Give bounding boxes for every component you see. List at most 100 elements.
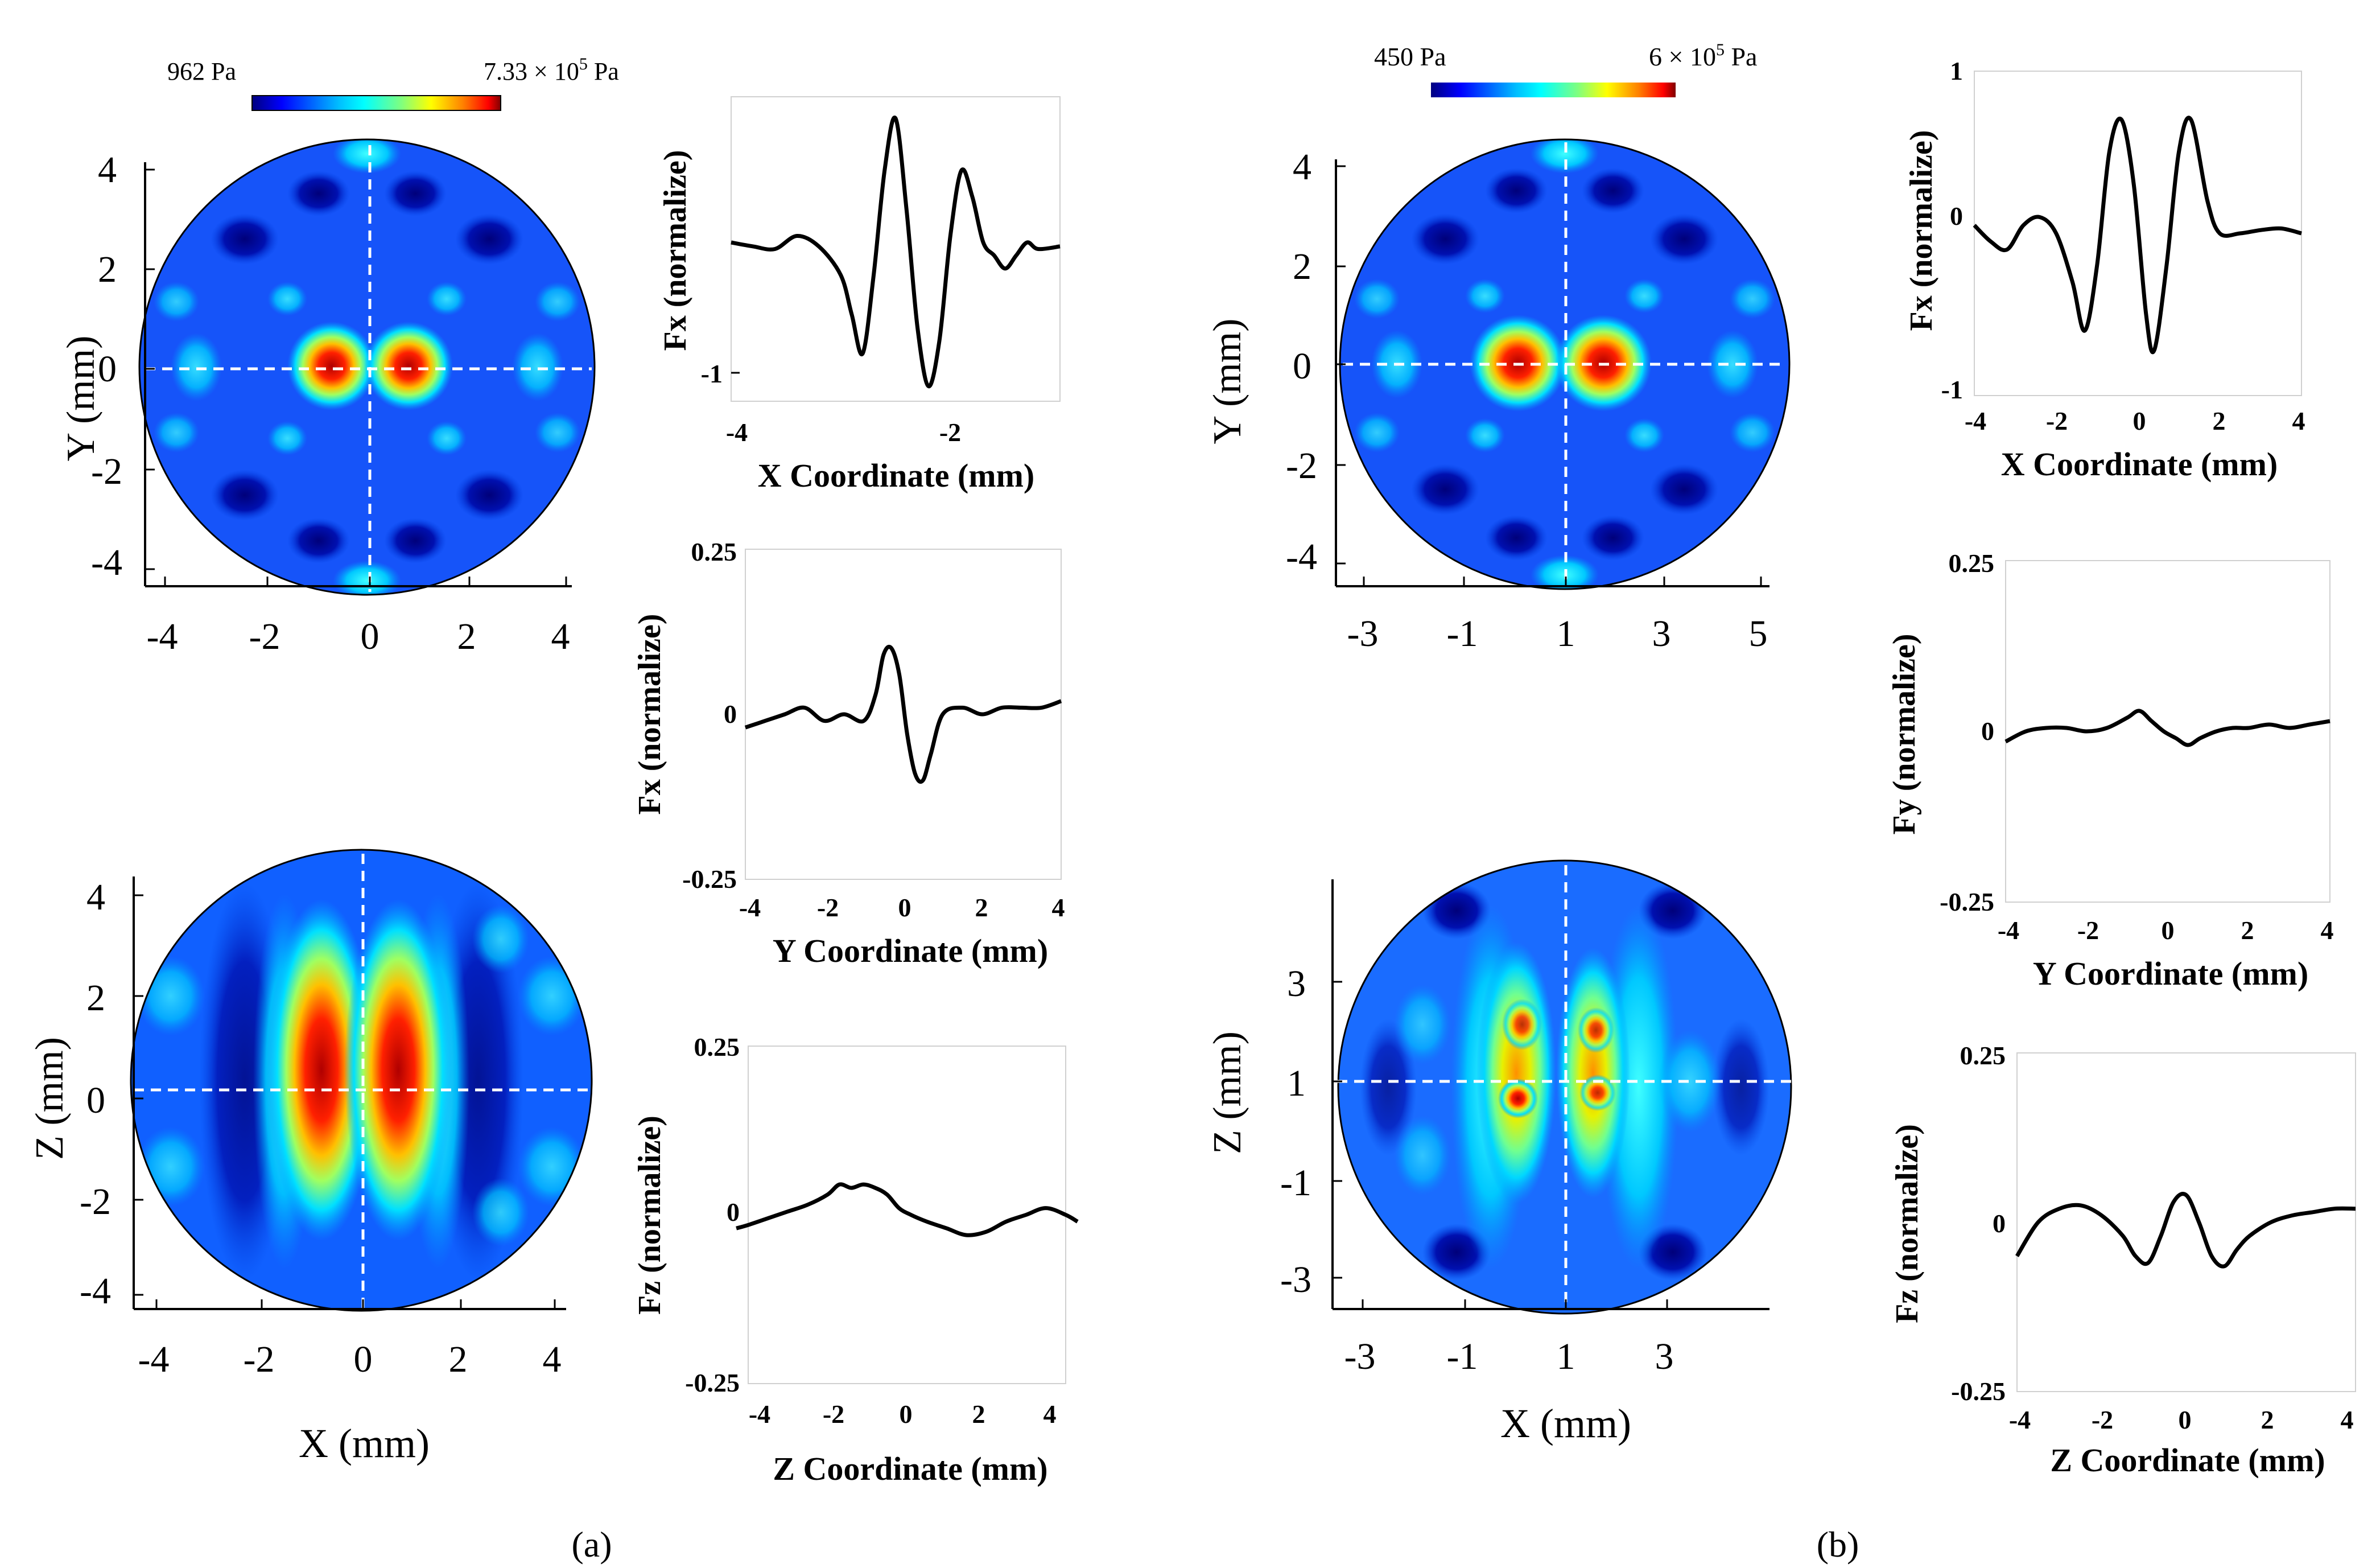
fz-plot-b-xtick-4: 4 — [2341, 1405, 2354, 1434]
xy-map-b-xtick-3: 3 — [1652, 613, 1671, 655]
fx-plot-a-frame — [731, 96, 1061, 402]
xz-map-b-axes — [1331, 879, 1769, 1310]
xy-map-a-xtick-2: 2 — [457, 616, 476, 657]
fz-plot-a-xticks: -4 -2 0 2 4 — [749, 1400, 1057, 1429]
fz-plot-b-xtick-2: 2 — [2261, 1405, 2274, 1434]
fy-plot-b-xtick-m2: -2 — [2077, 916, 2099, 945]
fy-plot-a-ytick-0: 0 — [724, 699, 737, 729]
fz-plot-a-xtick-m4: -4 — [749, 1400, 770, 1429]
fz-plot-b-xticks: -4 -2 0 2 4 — [2009, 1405, 2354, 1434]
xz-map-a-xtick-m2: -2 — [244, 1339, 275, 1380]
colorbar-a-max-label: 7.33 × 105 Pa — [484, 55, 619, 85]
xy-map-a-xtick-4: 4 — [551, 616, 570, 657]
fz-plot-a-ytick-m025: -0.25 — [685, 1368, 740, 1397]
fy-plot-a-xtick-m4: -4 — [739, 893, 761, 922]
xy-map-a: 4 2 0 -2 -4 -4 -2 0 2 4 Y (mm) — [59, 138, 596, 657]
fz-plot-a-xtick-0: 0 — [900, 1400, 913, 1429]
xz-map-b-ytick-3: 3 — [1287, 963, 1306, 1005]
fz-plot-b-ytick-m025: -0.25 — [1951, 1377, 2006, 1406]
xy-map-a-ylabel: Y (mm) — [59, 336, 103, 462]
xz-map-a-ytick-m4: -4 — [80, 1270, 111, 1312]
fy-plot-a: 0.25 0 -0.25 -4 -2 0 2 4 Y Coordinate (m… — [632, 537, 1065, 969]
fz-plot-a-xtick-2: 2 — [972, 1400, 985, 1429]
xy-map-b: 4 2 0 -2 -4 -3 -1 1 3 5 Y (mm) — [1206, 138, 1791, 655]
colorbar-b-max-label: 6 × 105 Pa — [1649, 40, 1757, 71]
fz-plot-b-yticks: 0.25 0 -0.25 — [1951, 1041, 2006, 1406]
panel-b-label: (b) — [1817, 1524, 1859, 1565]
fx-plot-b-ytick-0: 0 — [1950, 201, 1963, 231]
fz-plot-b-xlabel: Z Coordinate (mm) — [2050, 1442, 2325, 1479]
xy-map-a-xtick-m4: -4 — [147, 616, 178, 657]
fy-plot-a-xtick-0: 0 — [898, 893, 911, 922]
fz-plot-a-xtick-4: 4 — [1043, 1400, 1057, 1429]
fx-plot-b-xtick-0: 0 — [2133, 406, 2146, 435]
xz-map-b-ytick-1: 1 — [1287, 1063, 1306, 1104]
panel-a-label: (a) — [571, 1524, 612, 1565]
xz-map-b-xtick-1: 1 — [1557, 1336, 1575, 1377]
xy-map-a-yticks: 4 2 0 -2 -4 — [91, 149, 122, 583]
fx-plot-b-ytick-1: 1 — [1950, 56, 1963, 85]
fx-plot-b-xticks: -4 -2 0 2 4 — [1965, 406, 2305, 435]
xz-map-a-ytick-4: 4 — [86, 876, 105, 918]
xz-map-a-ytick-m2: -2 — [80, 1181, 111, 1223]
fy-plot-b-xticks: -4 -2 0 2 4 — [1998, 916, 2334, 945]
colorbar-b-gradient — [1431, 83, 1676, 97]
xz-map-a-xtick-4: 4 — [543, 1339, 562, 1380]
xz-map-b: 3 1 -1 -3 -3 -1 1 3 X (mm) Z (mm) — [1206, 859, 1792, 1446]
fx-plot-b-xtick-m2: -2 — [2046, 406, 2068, 435]
fx-plot-b-xtick-m4: -4 — [1965, 406, 1986, 435]
xz-map-a-axes — [133, 876, 566, 1310]
xz-map-b-xlabel: X (mm) — [1500, 1401, 1631, 1446]
fz-plot-b-line — [2015, 1192, 2356, 1269]
xz-map-a-ylabel: Z (mm) — [28, 1037, 72, 1160]
fx-plot-b-xlabel: X Coordinate (mm) — [2001, 446, 2278, 483]
fy-plot-a-frame — [745, 549, 1062, 880]
xz-map-b-xtick-3: 3 — [1655, 1336, 1674, 1377]
xz-map-a-ytick-2: 2 — [86, 977, 105, 1019]
fz-plot-a-yticks: 0.25 0 -0.25 — [685, 1032, 740, 1397]
xy-map-b-xtick-5: 5 — [1749, 613, 1768, 655]
fz-plot-a-ytick-0: 0 — [727, 1197, 740, 1227]
fx-plot-b-ylabel: Fx (normalize) — [1904, 130, 1939, 331]
xy-map-b-ytick-0: 0 — [1293, 345, 1311, 387]
xy-map-b-yticks: 4 2 0 -2 -4 — [1286, 146, 1317, 578]
fz-plot-b-frame — [2016, 1052, 2356, 1392]
fy-plot-b-xtick-4: 4 — [2321, 916, 2334, 945]
fz-plot-b-xtick-0: 0 — [2179, 1405, 2192, 1434]
xz-map-b-outline — [1337, 859, 1792, 1315]
fx-plot-a-line — [731, 116, 1061, 389]
fy-plot-b-xtick-m4: -4 — [1998, 916, 2019, 945]
xy-map-b-ytick-m4: -4 — [1286, 536, 1317, 578]
fx-plot-b-line — [1973, 116, 2302, 355]
colorbar-a-gradient — [251, 95, 501, 111]
fz-plot-b-ytick-025: 0.25 — [1960, 1041, 2006, 1070]
xz-map-a-xlabel: X (mm) — [299, 1421, 430, 1466]
xz-map-b-ytick-m3: -3 — [1280, 1259, 1311, 1301]
xz-map-b-xtick-m3: -3 — [1344, 1336, 1376, 1377]
xz-map-b-ylabel: Z (mm) — [1206, 1031, 1249, 1154]
xy-map-b-ylabel: Y (mm) — [1206, 319, 1249, 445]
fy-plot-b-frame — [2005, 560, 2330, 903]
xy-map-b-xticks: -3 -1 1 3 5 — [1347, 613, 1768, 655]
fx-plot-a: -1 -4 -2 X Coordinate (mm) Fx (normalize… — [658, 96, 1061, 494]
xy-map-a-ytick-m4: -4 — [91, 542, 122, 583]
colorbar-a-min-label: 962 Pa — [167, 57, 236, 85]
fx-plot-b-ytick-m1: -1 — [1941, 375, 1963, 404]
xy-map-a-xticks: -4 -2 0 2 4 — [147, 616, 570, 657]
fz-plot-a-xlabel: Z Coordinate (mm) — [773, 1450, 1047, 1487]
xz-map-a-ytick-0: 0 — [86, 1080, 105, 1121]
fy-plot-b-ylabel: Fy (normalize) — [1887, 634, 1922, 835]
fz-plot-a: 0.25 0 -0.25 -4 -2 0 2 4 Z Coordinate (m… — [632, 1032, 1079, 1487]
panel-b: 450 Pa 6 × 105 Pa — [1206, 40, 2356, 1565]
xy-map-b-xtick-m1: -1 — [1447, 613, 1478, 655]
fy-plot-a-yticks: 0.25 0 -0.25 — [682, 537, 737, 894]
fx-plot-a-xtick-m4: -4 — [726, 418, 748, 447]
fz-plot-b-xtick-m2: -2 — [2092, 1405, 2113, 1434]
fy-plot-a-xtick-2: 2 — [975, 893, 988, 922]
xy-map-a-field — [139, 139, 595, 595]
fy-plot-a-xlabel: Y Coordinate (mm) — [773, 932, 1048, 969]
xy-map-a-ytick-m2: -2 — [91, 451, 122, 492]
fy-plot-b-xtick-2: 2 — [2241, 916, 2254, 945]
xz-map-a-xticks: -4 -2 0 2 4 — [138, 1339, 562, 1380]
xy-map-a-ytick-0: 0 — [98, 348, 117, 390]
